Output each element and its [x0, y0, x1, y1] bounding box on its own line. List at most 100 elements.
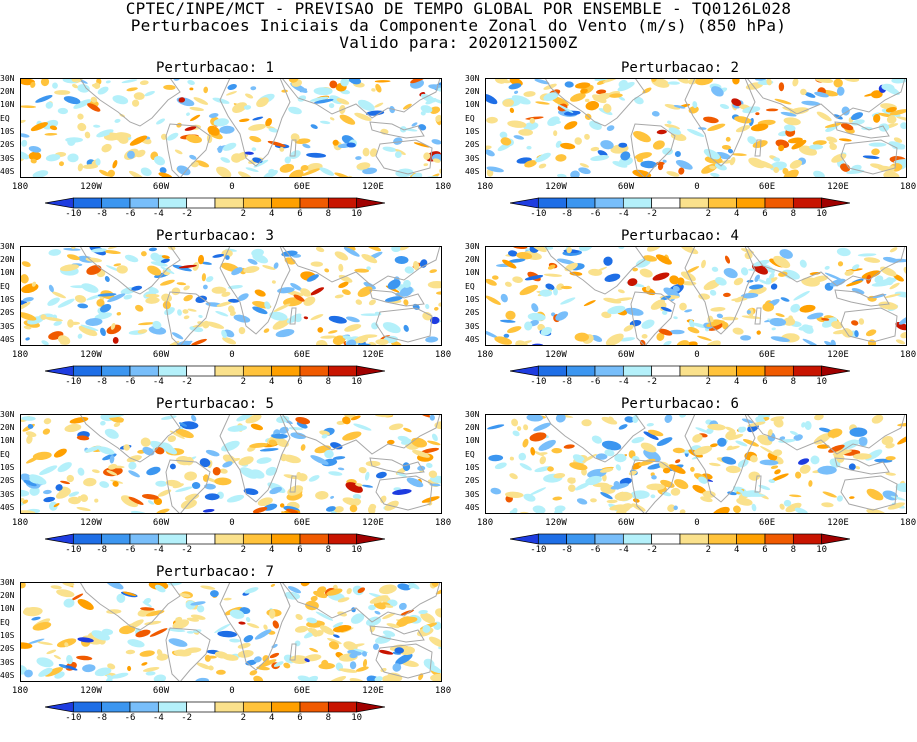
wind-perturbation-blob: [100, 303, 112, 313]
wind-perturbation-blob: [508, 258, 526, 263]
lat-tick-label: 40S: [465, 335, 480, 344]
wind-perturbation-blob: [20, 642, 33, 649]
wind-perturbation-blob: [402, 103, 412, 110]
wind-perturbation-blob: [221, 291, 231, 297]
wind-perturbation-blob: [252, 116, 264, 121]
wind-perturbation-blob: [107, 169, 115, 178]
wind-perturbation-blob: [30, 122, 48, 132]
wind-perturbation-blob: [732, 78, 740, 85]
coastline-outline: [281, 414, 441, 455]
wind-perturbation-blob: [152, 320, 162, 330]
wind-perturbation-blob: [723, 292, 731, 298]
wind-perturbation-blob: [740, 267, 749, 276]
wind-perturbation-blob: [87, 103, 101, 112]
wind-perturbation-blob: [329, 80, 338, 89]
wind-perturbation-blob: [178, 593, 191, 598]
wind-perturbation-blob: [485, 295, 501, 305]
wind-perturbation-blob: [212, 97, 230, 104]
wind-perturbation-blob: [602, 78, 621, 83]
wind-perturbation-blob: [253, 159, 269, 168]
wind-perturbation-blob: [101, 143, 112, 153]
wind-perturbation-blob: [206, 276, 214, 283]
wind-perturbation-blob: [403, 324, 409, 332]
wind-perturbation-blob: [171, 287, 181, 296]
wind-perturbation-blob: [26, 435, 33, 444]
wind-perturbation-blob: [368, 299, 376, 306]
coastline-outline: [219, 78, 291, 167]
coastline-outline: [219, 414, 291, 503]
wind-perturbation-blob: [132, 99, 140, 107]
wind-perturbation-blob: [176, 97, 195, 107]
colorbar-label: -8: [96, 377, 108, 387]
lat-tick-label: 10S: [0, 463, 15, 472]
lon-tick-label: 180: [899, 182, 917, 192]
lon-tick-label: 120W: [80, 686, 102, 696]
wind-perturbation-blob: [177, 309, 182, 316]
colorbar-segment: [510, 533, 539, 545]
wind-perturbation-blob: [662, 467, 671, 474]
map-panel: Perturbacao: 2 30N 20N 10N EQ 10S 20S 30S 40S 180…: [465, 60, 916, 238]
lon-tick-label: 120E: [362, 350, 384, 360]
wind-perturbation-blob: [667, 81, 680, 85]
wind-perturbation-blob: [855, 466, 861, 470]
wind-perturbation-blob: [20, 151, 30, 160]
wind-perturbation-blob: [349, 504, 358, 513]
wind-perturbation-blob: [338, 668, 358, 673]
wind-perturbation-blob: [564, 110, 581, 116]
wind-perturbation-blob: [547, 264, 556, 270]
wind-perturbation-blob: [319, 430, 331, 436]
lon-tick-label: 60E: [758, 182, 776, 192]
wind-perturbation-blob: [300, 288, 312, 297]
colorbar-label: -4: [152, 377, 164, 387]
wind-perturbation-blob: [727, 148, 734, 154]
wind-perturbation-blob: [652, 272, 670, 281]
colorbar-segment: [299, 197, 329, 209]
wind-perturbation-blob: [502, 79, 511, 84]
wind-perturbation-blob: [893, 137, 903, 143]
wind-perturbation-blob: [641, 319, 655, 329]
lon-tick-label: 60W: [152, 686, 170, 696]
wind-perturbation-blob: [742, 439, 760, 447]
wind-perturbation-blob: [252, 306, 268, 315]
wind-perturbation-blob: [430, 673, 442, 682]
colorbar-segment: [242, 701, 273, 713]
wind-perturbation-blob: [319, 492, 325, 500]
wind-perturbation-blob: [669, 329, 685, 335]
wind-perturbation-blob: [428, 470, 438, 478]
wind-perturbation-blob: [500, 293, 508, 303]
colorbar-label: -2: [646, 209, 658, 219]
wind-perturbation-blob: [490, 487, 502, 495]
wind-perturbation-blob: [309, 647, 318, 653]
wind-perturbation-blob: [674, 479, 689, 490]
wind-perturbation-blob: [73, 99, 92, 109]
wind-perturbation-blob: [66, 654, 73, 665]
wind-perturbation-blob: [214, 623, 231, 634]
wind-perturbation-blob: [814, 414, 824, 421]
wind-perturbation-blob: [570, 170, 580, 178]
wind-perturbation-blob: [346, 142, 356, 148]
wind-perturbation-blob: [67, 153, 79, 163]
panel-title: Perturbacao: 4: [620, 228, 739, 244]
coastline-outline: [544, 414, 646, 463]
wind-perturbation-blob: [57, 298, 75, 308]
wind-perturbation-blob: [824, 122, 842, 128]
wind-perturbation-blob: [857, 253, 877, 257]
wind-perturbation-blob: [70, 321, 80, 326]
wind-perturbation-blob: [874, 275, 884, 284]
wind-perturbation-blob: [560, 142, 576, 150]
colorbar-segment: [186, 365, 216, 377]
wind-perturbation-blob: [357, 587, 366, 594]
coastline-outline: [834, 121, 890, 139]
wind-perturbation-blob: [363, 281, 376, 290]
wind-perturbation-blob: [646, 246, 663, 252]
wind-perturbation-blob: [425, 303, 430, 310]
wind-perturbation-blob: [526, 145, 532, 150]
colorbar-segment: [101, 197, 131, 209]
wind-perturbation-blob: [581, 419, 592, 427]
colorbar-segment: [214, 197, 244, 209]
wind-perturbation-blob: [256, 457, 272, 464]
wind-perturbation-blob: [532, 505, 546, 514]
wind-perturbation-blob: [900, 331, 907, 339]
wind-perturbation-blob: [243, 265, 260, 274]
colorbar-segment: [537, 533, 568, 545]
